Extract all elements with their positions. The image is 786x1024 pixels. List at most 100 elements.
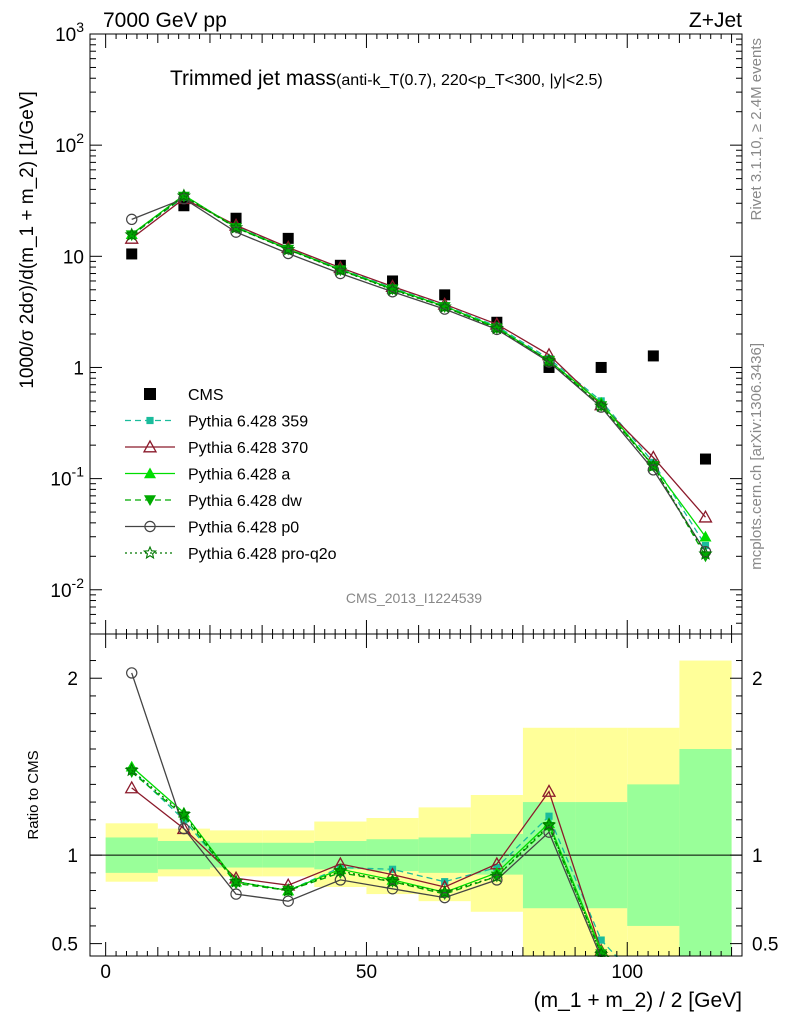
ratio-y-tick-label: 1	[67, 846, 78, 867]
main-point-6	[333, 262, 348, 277]
main-plot-frame	[89, 33, 743, 635]
main-title-suffix: (anti-k_T(0.7), 220<p_T<300, |y|<2.5)	[336, 72, 603, 89]
main-point-1	[701, 541, 710, 550]
legend-marker	[144, 467, 156, 479]
ratio-point-4	[543, 826, 555, 838]
ratio-point-4	[334, 874, 347, 886]
main-point-6	[281, 242, 296, 256]
main-point-5	[543, 356, 555, 368]
ratio-point-5	[437, 884, 452, 899]
band-inner-11	[679, 749, 732, 956]
legend-item: Pythia 6.428 p0	[125, 520, 299, 537]
main-title: Trimmed jet mass(anti-k_T(0.7), 220<p_T<…	[170, 67, 603, 90]
main-point-5	[126, 213, 138, 226]
ratio-plot-frame	[89, 633, 743, 957]
x-tick-label: 0	[100, 962, 111, 983]
ratio-point-5	[489, 868, 504, 883]
ratio-clip-mask	[0, 957, 786, 1024]
main-point-6	[698, 546, 713, 560]
legend-marker	[142, 439, 158, 453]
main-series-line-3	[131, 194, 707, 538]
main-point-6	[541, 353, 557, 367]
ratio-y-tick-label-right: 1	[752, 846, 763, 867]
ratio-point-4	[386, 883, 399, 895]
mcplots-text: mcplots.cern.ch [arXiv:1306.3436]	[748, 343, 765, 570]
legend: CMS Pythia 6.428 359 Pythia 6.428 370 Pythi…	[125, 387, 337, 563]
main-plot-area: 10-2 10-1 1 10 102 103	[50, 19, 742, 635]
main-y-tick-label: 103	[55, 19, 84, 46]
main-point-6	[228, 220, 244, 234]
main-point-5	[595, 401, 607, 413]
ratio-point-5	[176, 807, 191, 821]
main-point-0	[282, 232, 294, 244]
legend-item: Pythia 6.428 370	[125, 439, 308, 457]
legend-label: Pythia 6.428 p0	[188, 520, 299, 537]
main-point-6	[594, 398, 609, 413]
main-point-0	[178, 200, 190, 212]
ratio-y-tick-label: 0.5	[52, 935, 78, 956]
legend-item: Pythia 6.428 dw	[125, 493, 302, 510]
main-point-3	[699, 530, 712, 542]
ratio-series-line-0	[131, 769, 706, 997]
ratio-point-4	[438, 891, 451, 904]
ratio-point-5	[333, 863, 348, 878]
main-point-6	[437, 299, 452, 313]
header-right: Z+Jet	[689, 9, 742, 32]
ratio-point-0	[597, 936, 605, 944]
main-point-5	[282, 247, 294, 260]
legend-marker	[144, 520, 156, 533]
main-point-6	[646, 458, 661, 472]
main-point-5	[491, 323, 503, 336]
legend-label: Pythia 6.428 359	[188, 414, 308, 431]
main-point-0	[439, 289, 451, 301]
ratio-point-0	[545, 812, 553, 820]
legend-marker	[144, 388, 156, 400]
legend-label: Pythia 6.428 a	[188, 467, 290, 484]
ratio-point-4	[178, 822, 190, 835]
ratio-point-4	[282, 895, 294, 907]
legend-item: Pythia 6.428 a	[125, 467, 290, 484]
rivet-version-text: Rivet 3.1.10, ≥ 2.4M events	[748, 38, 765, 221]
x-tick-label: 100	[611, 962, 643, 983]
main-y-axis-label: 1000/σ 2dσ)/d(m_1 + m_2) [1/GeV]	[17, 91, 38, 389]
legend-item: Pythia 6.428 359	[125, 414, 308, 431]
main-y-tick-label: 1	[73, 358, 84, 379]
main-point-6	[124, 227, 139, 241]
legend-label: Pythia 6.428 dw	[188, 493, 302, 510]
ratio-y-axis-label: Ratio to CMS	[25, 750, 42, 839]
main-point-6	[385, 282, 400, 296]
ratio-point-1	[124, 780, 139, 794]
main-point-6	[176, 188, 191, 202]
ratio-point-5	[385, 874, 400, 888]
main-y-tick-label: 10-2	[50, 575, 84, 602]
ratio-uncertainty-bands	[105, 660, 732, 956]
main-point-6	[489, 320, 504, 335]
legend-label: CMS	[188, 387, 224, 404]
header-left: 7000 GeV pp	[103, 9, 227, 32]
main-point-5	[334, 267, 347, 280]
main-point-0	[647, 350, 659, 362]
legend-marker	[142, 545, 158, 560]
ratio-point-5	[594, 946, 609, 961]
x-axis-label: (m_1 + m_2) / 2 [GeV]	[534, 989, 742, 1012]
ratio-y-tick-label: 2	[67, 669, 78, 690]
legend-marker	[146, 416, 154, 425]
legend-label: Pythia 6.428 370	[188, 440, 308, 457]
main-y-tick-label: 10	[63, 247, 84, 268]
main-y-tick-label: 10-1	[50, 464, 84, 491]
legend-item: CMS	[144, 387, 224, 404]
ratio-y-tick-label-right: 0.5	[752, 935, 778, 956]
ratio-point-5	[124, 762, 139, 777]
legend-item: Pythia 6.428 pro-q2o	[125, 545, 337, 563]
main-point-0	[699, 453, 711, 465]
ratio-y-tick-label-right: 2	[752, 669, 763, 690]
ratio-point-4	[491, 874, 503, 886]
ratio-point-4	[230, 888, 242, 900]
main-point-0	[126, 248, 138, 260]
main-y-tick-label: 102	[55, 130, 84, 157]
legend-label: Pythia 6.428 pro-q2o	[188, 546, 337, 563]
ratio-point-4	[126, 667, 138, 679]
analysis-watermark: CMS_2013_I1224539	[346, 590, 482, 606]
